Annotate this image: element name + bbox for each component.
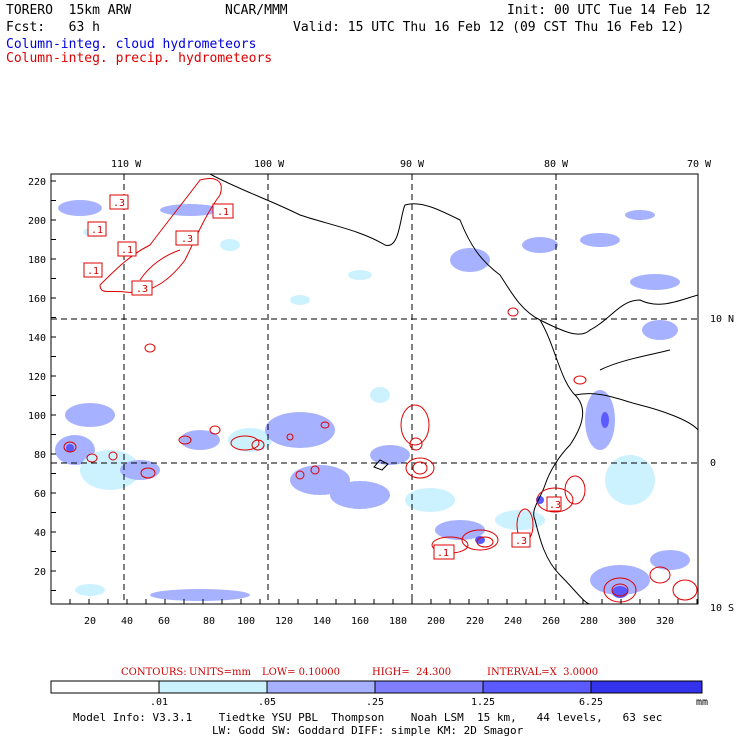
colorbar-label: 1.25 (471, 697, 495, 708)
x-tick-label: 140 (313, 616, 331, 627)
field-cloud-label: Column-integ. cloud hydrometeors (6, 37, 257, 52)
colorbar-label: .01 (150, 697, 168, 708)
contour-label: .1 (121, 245, 133, 256)
lon-label: 100 W (254, 159, 285, 170)
field-precip-label: Column-integ. precip. hydrometeors (6, 51, 273, 66)
contours-high: HIGH= 24.300 (372, 667, 452, 678)
y-tick-label: 160 (28, 294, 46, 305)
y-tick-label: 80 (34, 450, 46, 461)
x-tick-label: 20 (84, 616, 96, 627)
x-tick-label: 80 (203, 616, 215, 627)
x-tick-label: 40 (121, 616, 133, 627)
contour-label-group (83, 194, 562, 560)
colorbar-label: 6.25 (579, 697, 603, 708)
contour-label: .3 (549, 500, 561, 511)
colorbar-unit: mm (696, 697, 708, 708)
x-tick-label: 280 (580, 616, 598, 627)
y-tick-label: 20 (34, 567, 46, 578)
lat-label: 10 S (710, 603, 734, 614)
contour-label: .3 (515, 536, 527, 547)
valid-time: Valid: 15 UTC Thu 16 Feb 12 (09 CST Thu … (293, 20, 685, 35)
x-tick-label: 180 (389, 616, 407, 627)
cloud-hydrometeor-shading (55, 200, 690, 601)
x-tick-label: 60 (158, 616, 170, 627)
contour-label: .1 (217, 207, 229, 218)
x-tick-label: 200 (427, 616, 445, 627)
lon-label: 110 W (111, 159, 142, 170)
y-tick-label: 140 (28, 333, 46, 344)
contour-label: .3 (181, 234, 193, 245)
x-tick-label: 260 (542, 616, 560, 627)
colorbar-label: .25 (366, 697, 384, 708)
lon-label: 70 W (687, 159, 712, 170)
contours-low: LOW= 0.10000 (262, 667, 341, 678)
contour-label: .1 (87, 266, 99, 277)
colorbar-label: .05 (258, 697, 276, 708)
tick-marks (51, 180, 698, 604)
init-time: Init: 00 UTC Tue 14 Feb 12 (507, 3, 711, 18)
model-info-line1: Model Info: V3.3.1 Tiedtke YSU PBL Thomp… (73, 711, 663, 724)
contour-label: .3 (136, 284, 148, 295)
x-tick-label: 300 (618, 616, 636, 627)
y-tick-label: 180 (28, 255, 46, 266)
y-tick-label: 200 (28, 216, 46, 227)
contour-label: .3 (113, 198, 125, 209)
lat-label: 10 N (710, 314, 734, 325)
contours-units: UNITS=mm (189, 667, 251, 678)
model-info-line2: LW: Godd SW: Goddard DIFF: simple KM: 2D… (212, 724, 524, 737)
x-tick-label: 160 (351, 616, 369, 627)
y-tick-label: 60 (34, 489, 46, 500)
y-tick-label: 100 (28, 411, 46, 422)
forecast-hour: Fcst: 63 h (6, 20, 100, 35)
model-title: TORERO 15km ARW (6, 3, 132, 18)
x-tick-label: 220 (466, 616, 484, 627)
contours-title: CONTOURS: (121, 667, 187, 678)
precip-contours (63, 178, 698, 603)
x-tick-label: 120 (275, 616, 293, 627)
lon-label: 90 W (400, 159, 425, 170)
x-tick-label: 240 (504, 616, 522, 627)
lon-label: 80 W (544, 159, 569, 170)
x-tick-label: 100 (237, 616, 255, 627)
contour-label: .1 (437, 548, 449, 559)
y-tick-label: 220 (28, 177, 46, 188)
color-bar (50, 680, 703, 694)
organization-label: NCAR/MMM (225, 3, 288, 18)
contour-label: .1 (91, 225, 103, 236)
coastlines (209, 174, 698, 604)
y-tick-label: 120 (28, 372, 46, 383)
y-tick-label: 40 (34, 528, 46, 539)
contours-interval: INTERVAL=X 3.0000 (487, 667, 599, 678)
lat-label: 0 (710, 458, 716, 469)
x-tick-label: 320 (656, 616, 674, 627)
